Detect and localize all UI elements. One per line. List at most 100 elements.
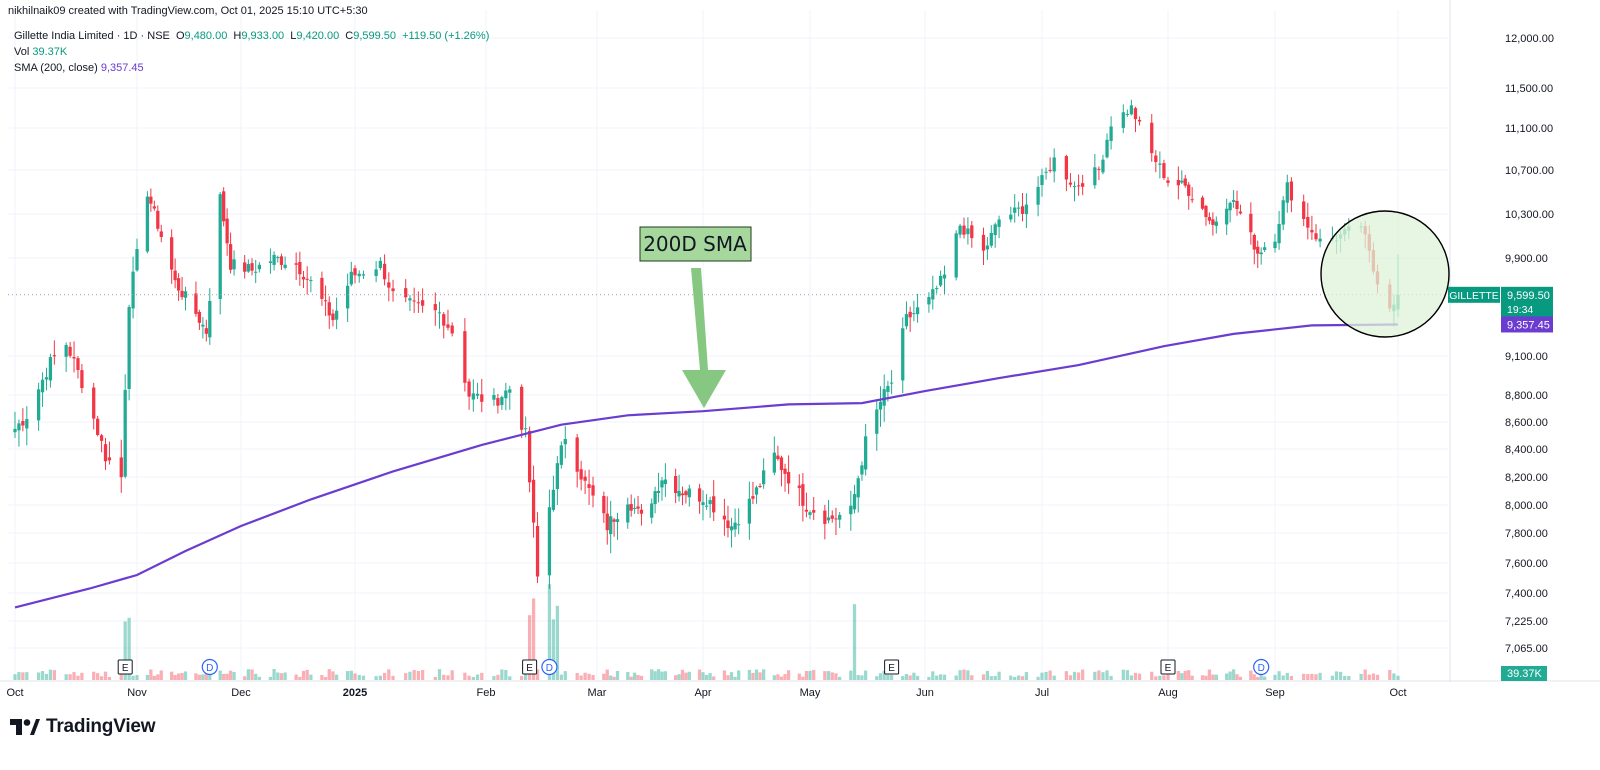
legend-sma-row: SMA (200, close) 9,357.45 [14, 60, 489, 76]
volume-bar [908, 675, 912, 680]
candle-body [1277, 224, 1281, 244]
legend-low-label: L [290, 30, 297, 42]
dividend-marker [541, 658, 558, 676]
price-tag-box [1501, 286, 1553, 317]
candle-body [232, 259, 236, 270]
candle-body [1302, 201, 1306, 220]
legend-high: 9,933.00 [241, 30, 285, 42]
candle-body [204, 328, 208, 334]
candle-body [327, 302, 331, 316]
candle-body [268, 261, 273, 263]
candle-body [1105, 139, 1109, 158]
candle-body [882, 389, 886, 406]
volume-bar [954, 675, 958, 680]
volume-bar [92, 671, 96, 680]
volume-bar [1263, 676, 1267, 680]
volume-bar [602, 673, 606, 680]
candle-body [779, 457, 784, 471]
volume-bar [1137, 673, 1142, 680]
volume-bar [298, 676, 302, 680]
earnings-marker [117, 659, 133, 675]
candle-body [201, 324, 205, 327]
volume-bar [353, 673, 357, 680]
volume-bar [225, 673, 229, 680]
volume-bar [901, 676, 905, 680]
volume-bar [612, 676, 616, 680]
volume-bar [1176, 671, 1180, 680]
candle-body [875, 409, 879, 434]
volume-bar [551, 619, 556, 680]
volume-bar [25, 672, 29, 680]
candle-body [475, 393, 480, 396]
volume-bar [1359, 673, 1363, 680]
tradingview-logo[interactable]: TradingView [10, 716, 156, 738]
volume-bar [1235, 674, 1239, 680]
candle-body [1101, 159, 1105, 173]
candle-body [173, 270, 177, 281]
volume-bar [615, 670, 620, 680]
candle-body [72, 357, 76, 359]
volume-bar [254, 673, 258, 680]
candle-body [708, 500, 712, 505]
volume-bar [13, 674, 17, 680]
volume-bar [1101, 672, 1105, 680]
volume-bar [966, 670, 970, 680]
volume-bar [591, 674, 595, 680]
legend-low: 9,420.00 [296, 30, 340, 42]
candle-body [942, 274, 947, 279]
candle-body [849, 505, 853, 515]
volume-bar [797, 673, 801, 680]
candle-body [1187, 184, 1191, 196]
chart-legend: Gillette India Limited · 1D · NSE O9,480… [14, 28, 489, 76]
time-tick-label: Aug [1158, 687, 1178, 699]
legend-volume-row: Vol 39.37K [14, 44, 489, 60]
volume-bar [636, 675, 640, 680]
earnings-marker-letter: E [122, 663, 129, 674]
volume-bar [1259, 672, 1263, 680]
candle-body [605, 513, 609, 531]
volume-bar [1072, 671, 1077, 680]
volume-bar [279, 673, 284, 680]
candle-body [1225, 208, 1229, 225]
candle-body [1180, 180, 1184, 183]
legend-sma-label: SMA (200, close) [14, 62, 98, 74]
candle-body [1314, 233, 1318, 240]
volume-bar [378, 675, 382, 680]
candle-body [152, 206, 156, 209]
candle-body [1249, 213, 1253, 233]
credit-line: nikhilnaik09 created with TradingView.co… [8, 5, 368, 17]
candle-body [500, 397, 504, 405]
price-tick-label: 12,000.00 [1505, 33, 1554, 45]
volume-bar [374, 676, 378, 680]
candle-body [615, 519, 620, 523]
time-tick-label: Jul [1035, 687, 1049, 699]
volume-bar [1392, 673, 1396, 680]
volume-bar [1375, 674, 1380, 680]
candle-body [450, 325, 454, 334]
volume-bar [915, 675, 920, 680]
volume-bar [1273, 674, 1277, 680]
volume-bar [708, 673, 712, 680]
volume-bar [938, 674, 943, 680]
volume-bar [531, 598, 536, 680]
candle-body [1310, 229, 1314, 233]
volume-bar [733, 676, 737, 680]
volume-bar [889, 675, 894, 680]
volume-bar [1252, 674, 1256, 680]
price-tag-countdown: 19:34 [1507, 304, 1533, 316]
volume-bar [838, 676, 842, 680]
candle-body [412, 300, 416, 302]
candle-body [993, 224, 997, 236]
candle-body [997, 219, 1001, 227]
candle-body [927, 297, 931, 305]
volume-bar [904, 673, 909, 680]
candle-body [575, 437, 579, 472]
volume-bar [826, 671, 831, 680]
candle-body [587, 484, 591, 488]
candle-body [1150, 122, 1154, 154]
time-tick-label: Feb [477, 687, 496, 699]
volume-bar [656, 669, 661, 680]
candle-body [776, 455, 780, 460]
time-tick-label: Dec [231, 687, 251, 699]
